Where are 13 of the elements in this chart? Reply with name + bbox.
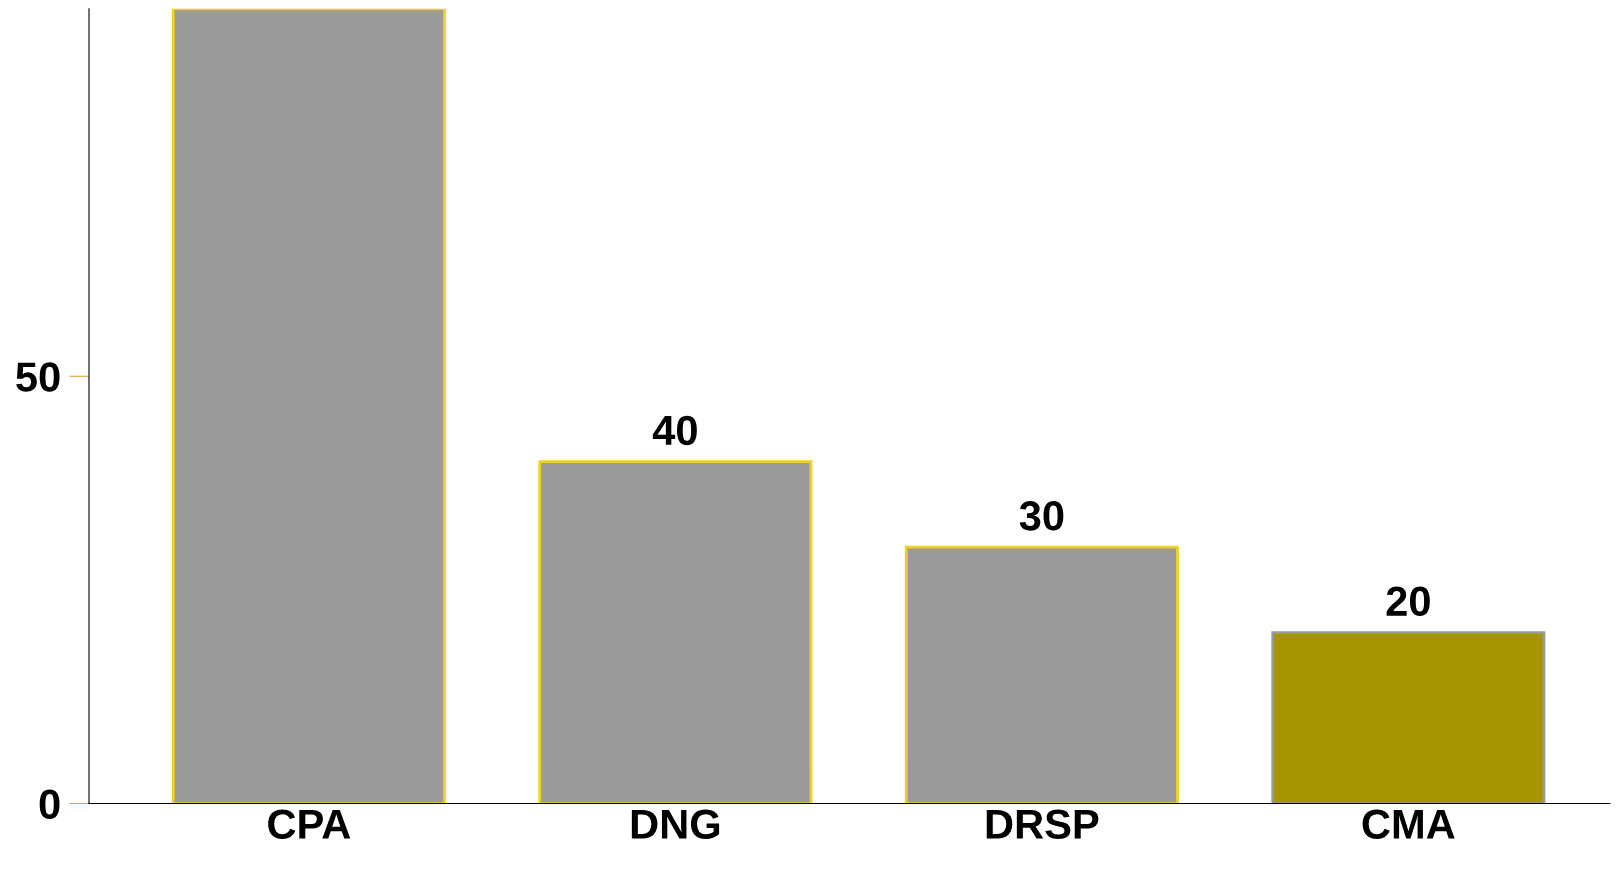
bar xyxy=(1271,631,1546,804)
data-label: 20 xyxy=(1386,586,1430,617)
bar xyxy=(538,460,813,804)
y-tick-label: 0 xyxy=(39,789,60,820)
x-tick-label: DNG xyxy=(631,809,720,839)
x-tick-label: CMA xyxy=(1362,809,1455,839)
bar xyxy=(171,8,446,804)
x-tick-label: CPA xyxy=(268,809,351,839)
x-tick-label: DRSP xyxy=(986,809,1099,839)
data-label: 40 xyxy=(652,415,697,446)
data-label: 30 xyxy=(1019,501,1064,531)
bar xyxy=(904,545,1179,804)
y-tick-label: 50 xyxy=(16,362,60,392)
